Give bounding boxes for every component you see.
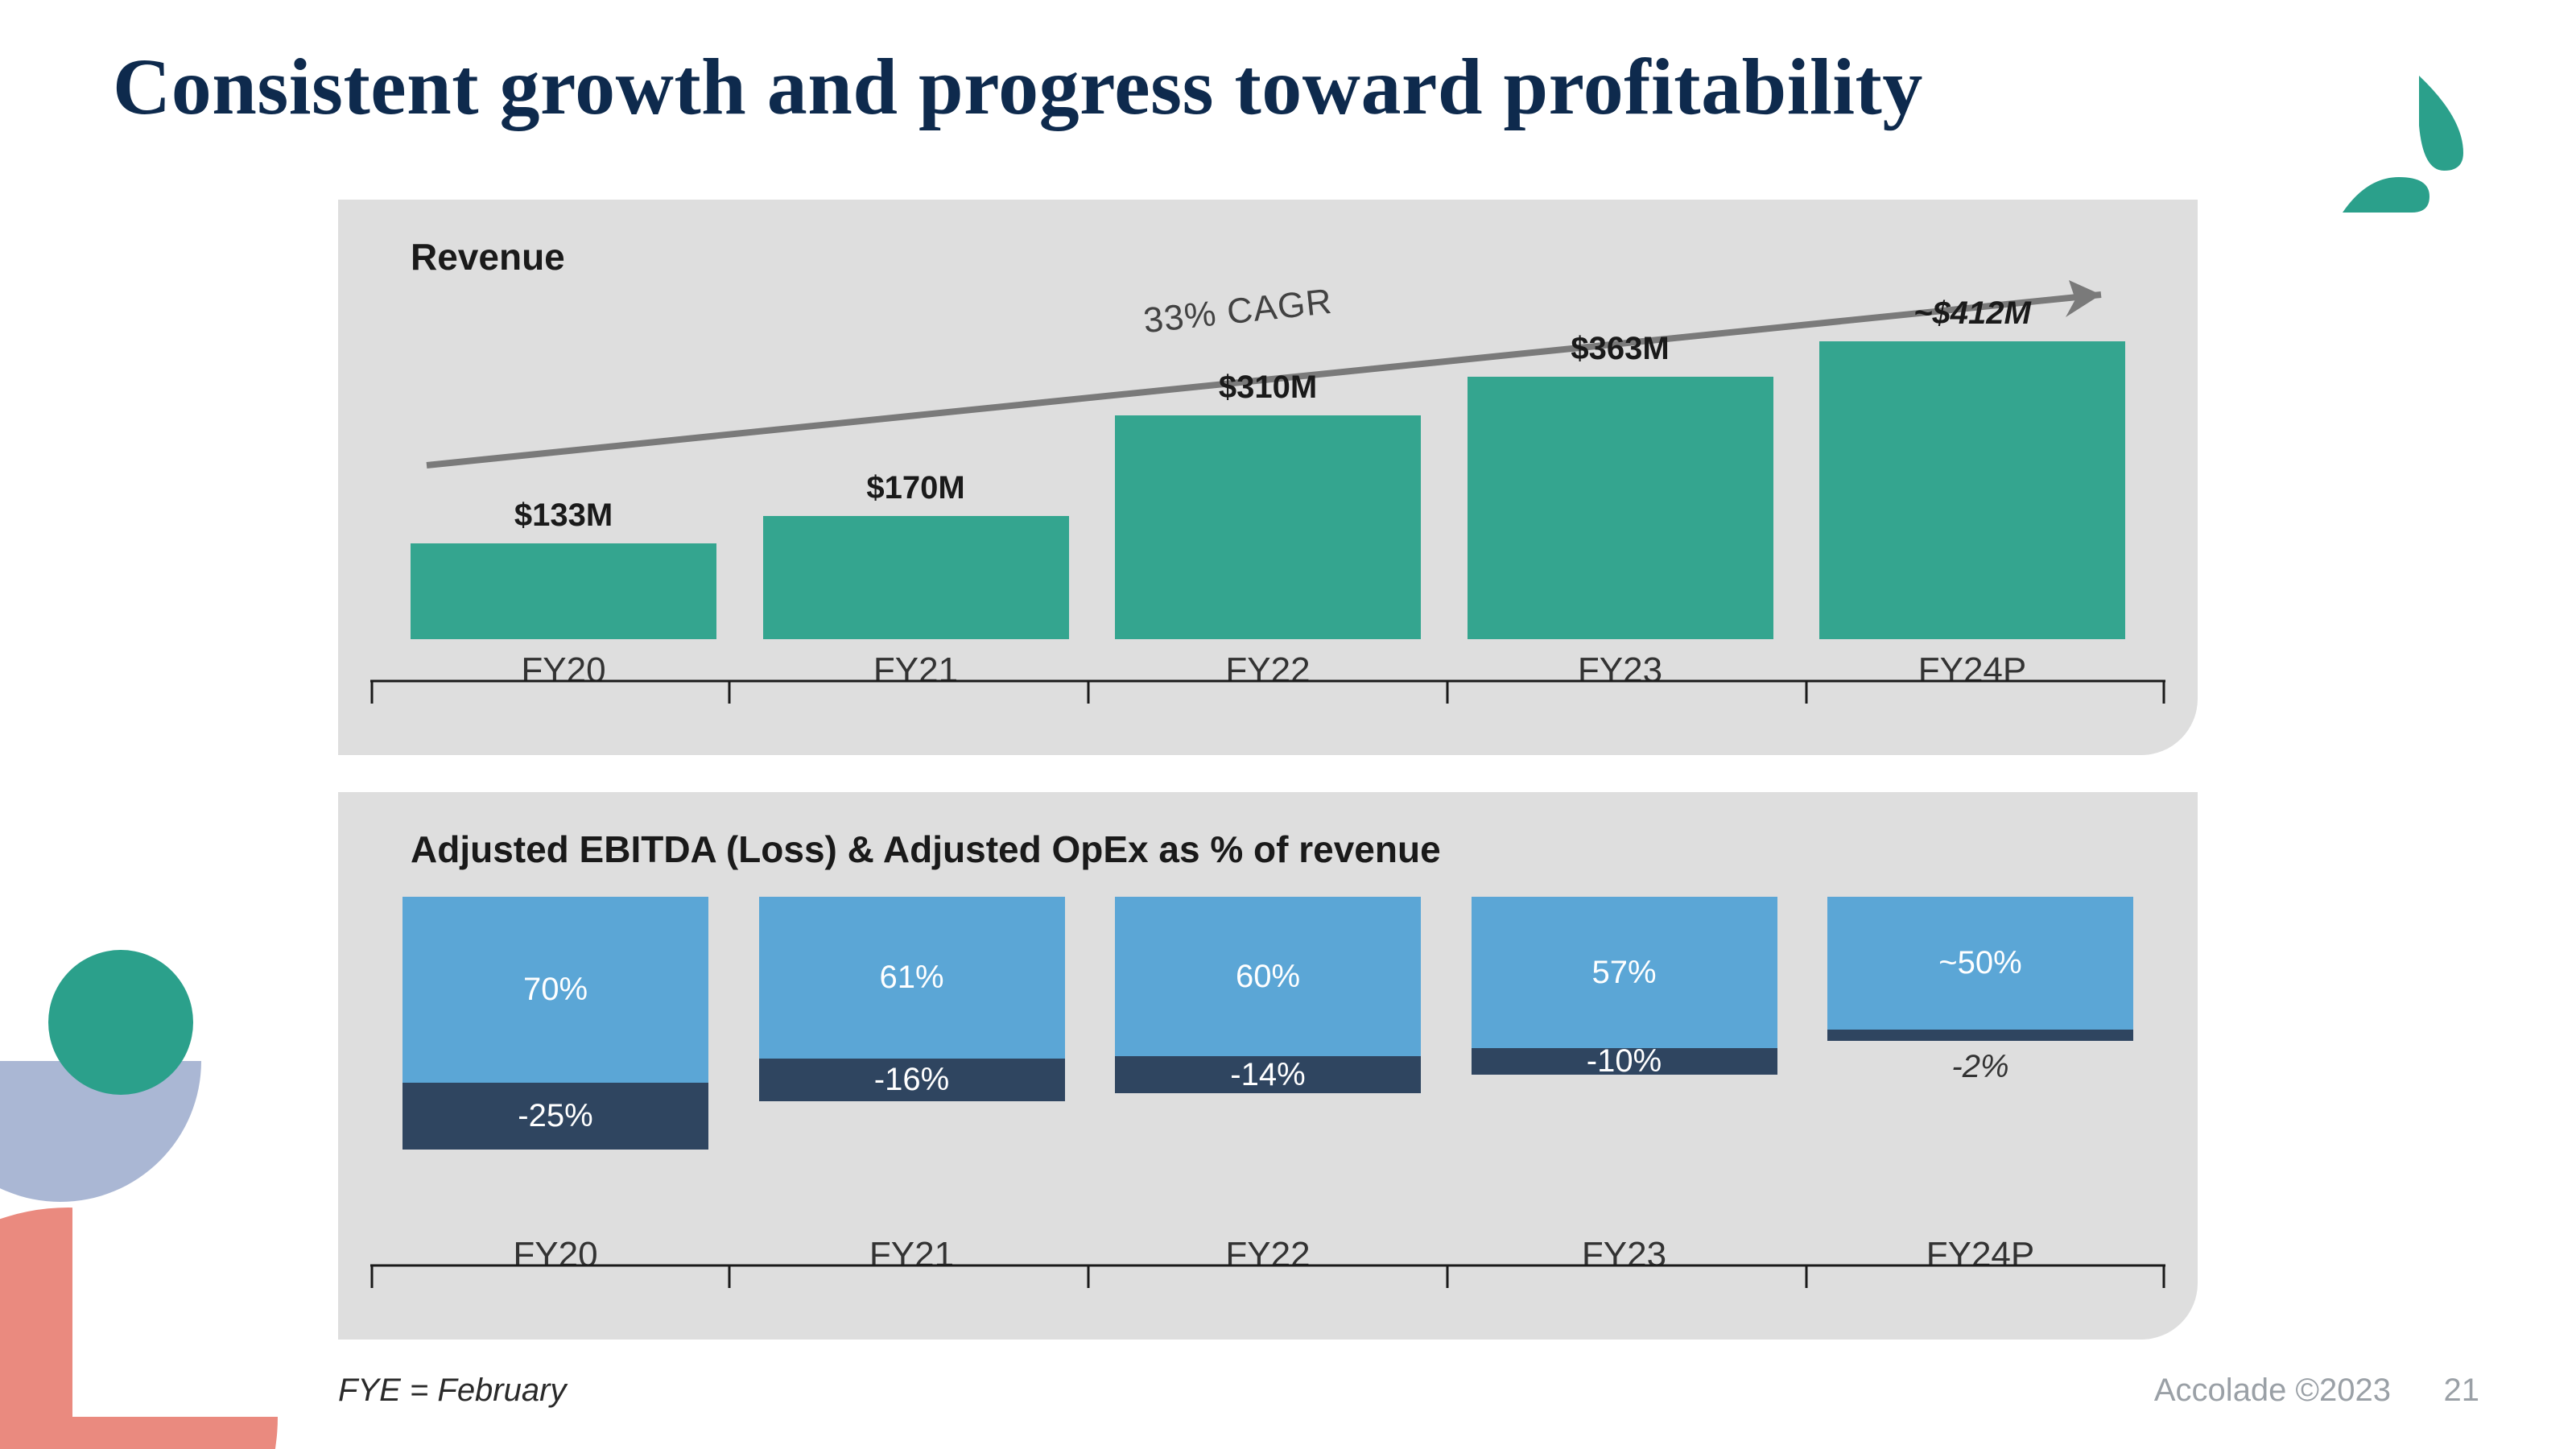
revenue-bar: [763, 516, 1069, 639]
revenue-bar-col: $310M: [1115, 369, 1421, 639]
ebitda-value-label: -2%: [1951, 1049, 2008, 1085]
ebitda-bar-col: ~50% -2%: [1827, 897, 2133, 1085]
opex-bar-segment: 70%: [402, 897, 708, 1083]
opex-bar-segment: 57%: [1472, 897, 1777, 1048]
copyright-label: Accolade ©2023: [2154, 1373, 2391, 1409]
fye-footnote: FYE = February: [338, 1373, 566, 1409]
revenue-bar: [1819, 341, 2125, 639]
revenue-value-label: $133M: [514, 497, 613, 534]
decor-white-notch: [72, 1208, 282, 1417]
revenue-panel-title: Revenue: [411, 235, 565, 279]
ebitda-bar-segment: -25%: [402, 1083, 708, 1150]
revenue-bar-col: ~$412M: [1819, 295, 2125, 639]
revenue-value-label: $310M: [1219, 369, 1317, 406]
revenue-value-label: $363M: [1571, 331, 1669, 367]
decor-teal-circle: [48, 950, 193, 1095]
revenue-value-label: $170M: [866, 470, 964, 506]
page-number: 21: [2444, 1373, 2480, 1409]
ebitda-bar-col: 70%-25%: [402, 897, 708, 1150]
ebitda-panel-title: Adjusted EBITDA (Loss) & Adjusted OpEx a…: [411, 828, 1441, 871]
revenue-panel: Revenue 33% CAGR $133M$170M$310M$363M~$4…: [338, 200, 2198, 755]
ebitda-bar-segment: -16%: [759, 1059, 1065, 1101]
revenue-axis-line: [370, 679, 2165, 705]
revenue-bars-container: $133M$170M$310M$363M~$412M: [411, 341, 2125, 639]
revenue-bar-col: $363M: [1468, 331, 1773, 639]
opex-bar-segment: 60%: [1115, 897, 1421, 1056]
revenue-bar: [411, 543, 716, 639]
revenue-bar-col: $170M: [763, 470, 1069, 639]
accolade-logo-icon: [2343, 76, 2463, 213]
slide-title: Consistent growth and progress toward pr…: [113, 40, 1923, 133]
revenue-bar: [1115, 415, 1421, 639]
ebitda-bar-segment: -10%: [1472, 1048, 1777, 1075]
revenue-value-label: ~$412M: [1913, 295, 2031, 332]
ebitda-bar-segment: [1827, 1030, 2133, 1041]
ebitda-axis-line: [370, 1264, 2165, 1290]
ebitda-panel: Adjusted EBITDA (Loss) & Adjusted OpEx a…: [338, 792, 2198, 1340]
ebitda-bars-container: 70%-25%61%-16%60%-14%57%-10%~50%-2%: [402, 897, 2133, 1179]
revenue-bar: [1468, 377, 1773, 639]
opex-bar-segment: ~50%: [1827, 897, 2133, 1030]
ebitda-bar-col: 60%-14%: [1115, 897, 1421, 1093]
revenue-bar-col: $133M: [411, 497, 716, 639]
ebitda-bar-col: 57%-10%: [1472, 897, 1777, 1075]
opex-bar-segment: 61%: [759, 897, 1065, 1059]
ebitda-bar-col: 61%-16%: [759, 897, 1065, 1101]
ebitda-bar-segment: -14%: [1115, 1056, 1421, 1093]
